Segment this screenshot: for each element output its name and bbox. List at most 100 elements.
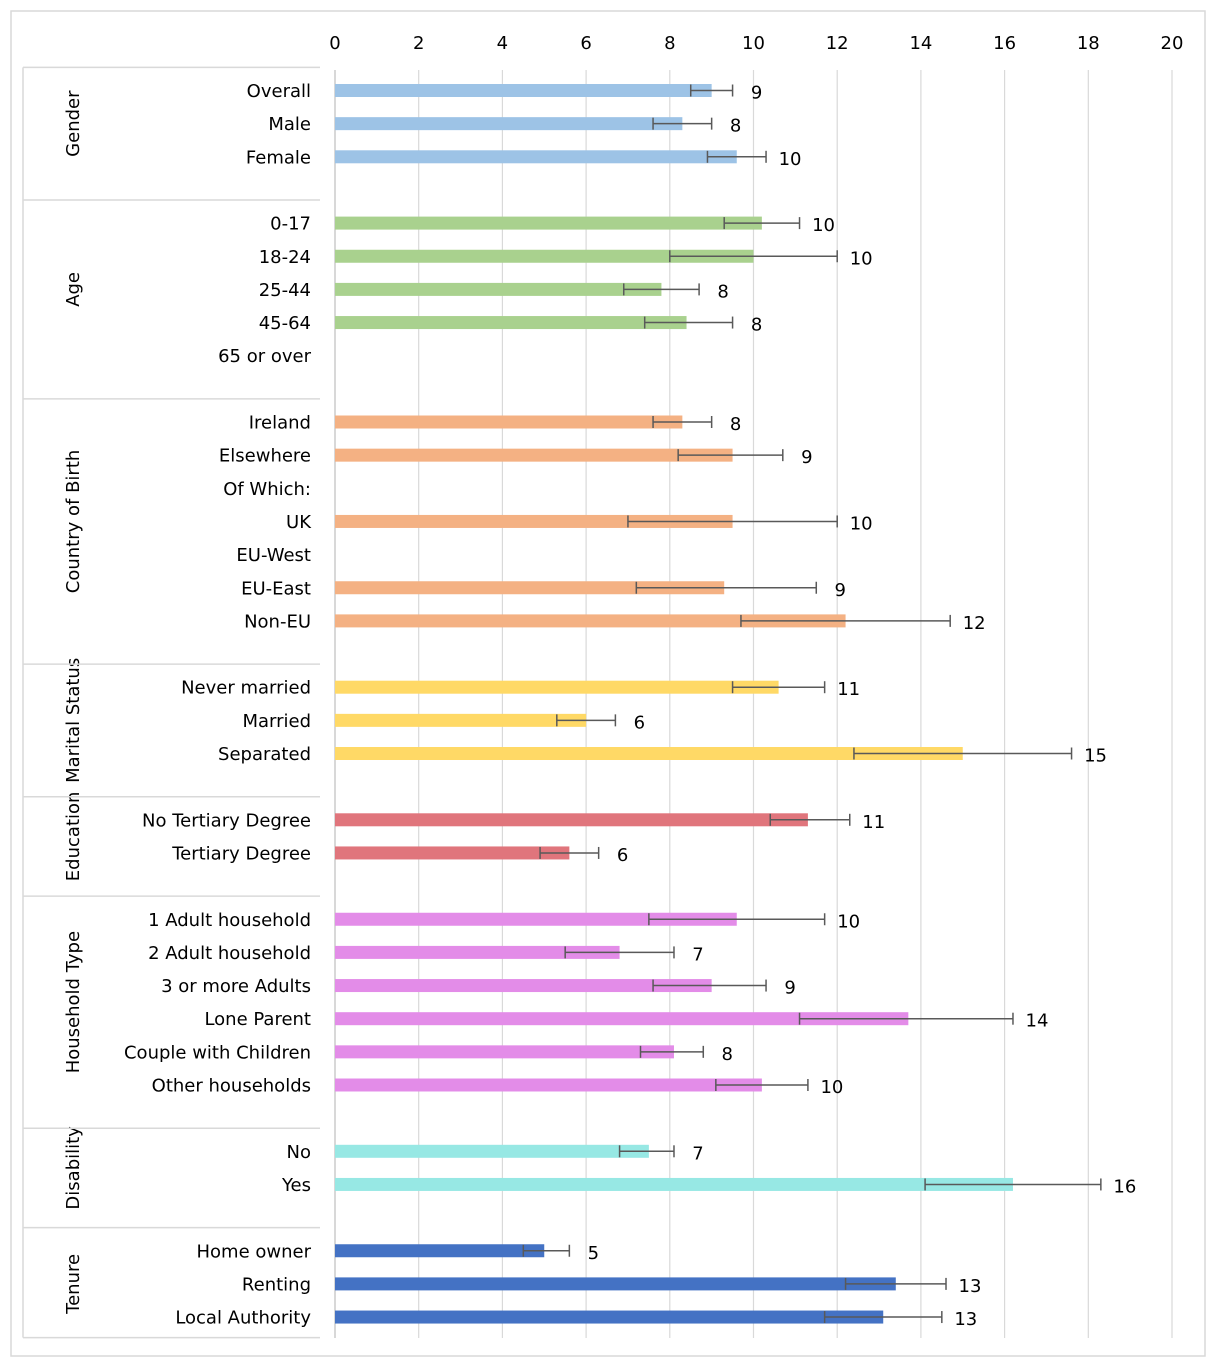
x-tick-label: 4: [497, 33, 508, 54]
data-label: 7: [692, 1143, 703, 1164]
category-label: 25-44: [259, 280, 311, 301]
data-label: 10: [850, 513, 873, 534]
bar: [335, 514, 733, 528]
bar: [335, 249, 754, 263]
bar: [335, 945, 620, 959]
data-label: 10: [850, 248, 873, 269]
category-label: Ireland: [249, 413, 311, 434]
category-label: EU-East: [241, 578, 311, 599]
bar: [335, 1277, 896, 1291]
x-tick-label: 20: [1161, 33, 1184, 54]
bar: [335, 979, 712, 993]
data-label: 13: [959, 1276, 982, 1297]
bar: [335, 1045, 674, 1059]
category-label: Male: [268, 114, 311, 135]
category-label: Other households: [152, 1076, 311, 1097]
bar: [335, 448, 733, 462]
category-label: Female: [246, 147, 311, 168]
x-tick-label: 12: [826, 33, 849, 54]
category-label: 65 or over: [218, 346, 312, 367]
bar: [335, 581, 725, 595]
category-label: No: [287, 1142, 311, 1163]
data-label: 7: [692, 944, 703, 965]
data-label: 10: [820, 1077, 843, 1098]
data-label: 8: [722, 1044, 733, 1065]
x-tick-label: 14: [909, 33, 932, 54]
bar: [335, 680, 779, 694]
group-label: Disability: [63, 1126, 84, 1210]
category-label: Couple with Children: [124, 1042, 311, 1063]
category-label: Married: [242, 711, 311, 732]
bar: [335, 614, 846, 628]
bar: [335, 282, 662, 296]
data-label: 9: [751, 83, 762, 104]
category-label: 3 or more Adults: [161, 976, 311, 997]
category-label: UK: [286, 512, 312, 533]
data-label: 6: [634, 712, 645, 733]
group-label: Education: [63, 792, 84, 882]
category-label: Elsewhere: [219, 446, 311, 467]
group-label: Household Type: [63, 931, 84, 1073]
bar: [335, 1244, 545, 1258]
x-tick-label: 18: [1077, 33, 1100, 54]
category-label: Lone Parent: [204, 1009, 311, 1030]
group-label: Tenure: [63, 1254, 84, 1315]
category-label: 1 Adult household: [148, 910, 311, 931]
data-label: 13: [954, 1309, 977, 1330]
group-label: Gender: [63, 90, 84, 157]
data-label: 12: [963, 613, 986, 634]
bar: [335, 1144, 649, 1158]
data-label: 8: [730, 116, 741, 137]
data-label: 11: [862, 812, 885, 833]
category-label: Renting: [242, 1274, 311, 1295]
category-label: Local Authority: [175, 1308, 311, 1329]
category-label: Non-EU: [244, 611, 311, 632]
category-label: Yes: [281, 1175, 311, 1196]
data-label: 9: [835, 580, 846, 601]
x-tick-label: 2: [413, 33, 424, 54]
data-label: 5: [588, 1243, 599, 1264]
category-label: 0-17: [270, 214, 311, 235]
group-label: Marital Status: [63, 658, 84, 783]
data-label: 8: [730, 414, 741, 435]
data-label: 8: [717, 281, 728, 302]
bar: [335, 1177, 1013, 1191]
group-label: Country of Birth: [63, 450, 84, 594]
x-tick-label: 16: [993, 33, 1016, 54]
data-label: 6: [617, 845, 628, 866]
category-label: EU-West: [236, 545, 311, 566]
bar: [335, 713, 587, 727]
bar: [335, 316, 687, 330]
x-tick-label: 0: [329, 33, 340, 54]
category-label: 2 Adult household: [148, 943, 311, 964]
data-label: 10: [837, 911, 860, 932]
data-label: 10: [779, 149, 802, 170]
group-label: Age: [63, 272, 84, 307]
data-label: 15: [1084, 746, 1107, 767]
category-label: 45-64: [259, 313, 311, 334]
bar: [335, 747, 963, 760]
data-label: 11: [837, 679, 860, 700]
data-label: 16: [1113, 1176, 1136, 1197]
category-label: Tertiary Degree: [171, 843, 311, 864]
bar: [335, 415, 683, 429]
bar: [335, 1310, 884, 1324]
bar: [335, 846, 570, 860]
bar: [335, 150, 737, 164]
category-label: Overall: [247, 81, 311, 102]
data-label: 14: [1026, 1011, 1049, 1032]
bar: [335, 813, 808, 827]
x-tick-label: 6: [580, 33, 591, 54]
data-label: 10: [812, 215, 835, 236]
data-label: 8: [751, 315, 762, 336]
category-label: No Tertiary Degree: [142, 810, 311, 831]
bar: [335, 912, 737, 926]
bar: [335, 1012, 909, 1026]
bar: [335, 84, 712, 97]
category-label: Never married: [181, 678, 311, 699]
x-tick-label: 10: [742, 33, 765, 54]
bar: [335, 1078, 762, 1092]
x-tick-label: 8: [664, 33, 675, 54]
